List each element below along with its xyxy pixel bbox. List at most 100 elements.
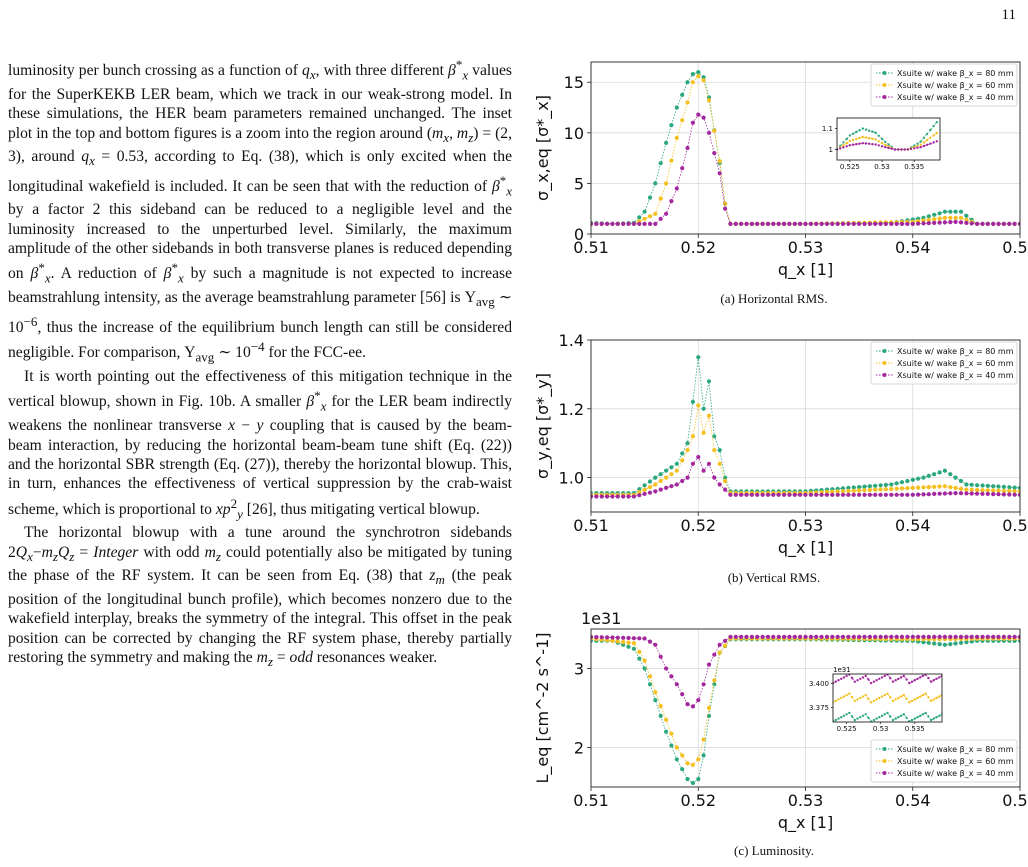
data-point	[867, 678, 870, 681]
data-point	[664, 475, 669, 480]
data-point	[851, 634, 856, 639]
data-point	[723, 206, 728, 211]
data-point	[744, 492, 749, 497]
data-point	[862, 492, 867, 497]
data-point	[723, 638, 728, 643]
data-point	[857, 492, 862, 497]
data-point	[845, 713, 848, 716]
legend-marker	[882, 747, 887, 751]
data-point	[1017, 634, 1020, 639]
data-point	[755, 221, 760, 226]
legend-marker	[882, 373, 887, 377]
data-point	[685, 145, 690, 151]
data-point	[871, 137, 874, 140]
data-point	[658, 196, 663, 201]
data-point	[926, 640, 931, 645]
series-group	[833, 674, 942, 722]
data-point	[877, 144, 880, 147]
y-tick-label: 1.4	[559, 331, 584, 350]
data-point	[664, 140, 669, 145]
data-point	[886, 692, 889, 695]
data-point	[932, 679, 935, 682]
data-point	[857, 488, 862, 493]
data-point	[850, 676, 854, 680]
data-point	[867, 697, 870, 700]
data-point	[787, 634, 792, 639]
data-point	[864, 674, 867, 678]
data-point	[712, 682, 717, 687]
x-tick-label: 0.53	[788, 791, 824, 810]
data-point	[851, 492, 856, 497]
data-point	[932, 212, 937, 217]
data-point	[938, 695, 941, 698]
data-point	[855, 130, 858, 134]
data-point	[932, 484, 937, 489]
data-point	[851, 485, 856, 490]
data-point	[594, 635, 599, 640]
data-point	[889, 482, 894, 487]
data-point	[615, 494, 620, 499]
data-point	[771, 221, 776, 226]
y-tick-label: 1	[829, 146, 833, 154]
data-point	[848, 711, 851, 715]
data-point	[685, 475, 690, 480]
data-point	[891, 699, 895, 703]
caption-c: (c) Luminosity.	[733, 843, 815, 858]
data-point	[680, 767, 685, 772]
data-point	[637, 487, 642, 492]
plot-background	[833, 674, 942, 722]
data-point	[717, 171, 722, 176]
data-point	[814, 492, 819, 497]
data-point	[739, 492, 744, 497]
y-tick-label: 3.400	[809, 680, 829, 688]
data-point	[615, 221, 620, 226]
data-point	[664, 211, 669, 216]
data-point	[889, 221, 894, 226]
data-point	[899, 676, 903, 679]
data-point	[900, 148, 903, 151]
data-point	[926, 485, 931, 490]
data-point	[658, 487, 663, 492]
data-point	[706, 98, 712, 103]
data-point	[647, 221, 653, 226]
data-point	[615, 635, 620, 640]
data-point	[878, 483, 883, 488]
data-point	[948, 209, 953, 214]
data-point	[932, 634, 937, 639]
data-point	[985, 221, 990, 226]
data-point	[861, 676, 865, 679]
legend-marker	[882, 759, 887, 763]
paragraph-1: luminosity per bunch crossing as a funct…	[8, 57, 513, 365]
legend-frame	[870, 63, 1018, 107]
figure-horizontal-rms: 0.51 0.52 0.53 0.54 0.55 0 5 10 15 q_x [1] σ_x,eq …	[520, 50, 1028, 285]
data-point	[846, 492, 851, 497]
data-point	[921, 713, 925, 716]
legend-marker	[882, 349, 887, 353]
data-point	[889, 676, 892, 680]
data-point	[905, 634, 910, 639]
data-point	[664, 468, 669, 473]
data-point	[883, 713, 886, 716]
data-point	[975, 483, 980, 488]
data-point	[916, 677, 919, 680]
legend-frame	[870, 341, 1018, 385]
data-point	[926, 217, 931, 222]
data-point	[856, 698, 859, 701]
data-point	[765, 221, 771, 226]
data-point	[680, 478, 685, 484]
legend-marker	[882, 71, 887, 75]
data-point	[935, 716, 938, 719]
data-point	[980, 491, 985, 496]
data-point	[958, 478, 964, 484]
data-point	[899, 221, 905, 226]
data-point	[701, 75, 706, 80]
data-point	[884, 140, 887, 144]
data-point	[985, 488, 990, 493]
data-point	[653, 642, 658, 647]
data-point	[599, 635, 604, 640]
data-point	[717, 448, 722, 453]
data-point	[880, 137, 884, 141]
data-point	[835, 221, 840, 226]
data-point	[969, 221, 974, 226]
data-point	[861, 695, 865, 698]
